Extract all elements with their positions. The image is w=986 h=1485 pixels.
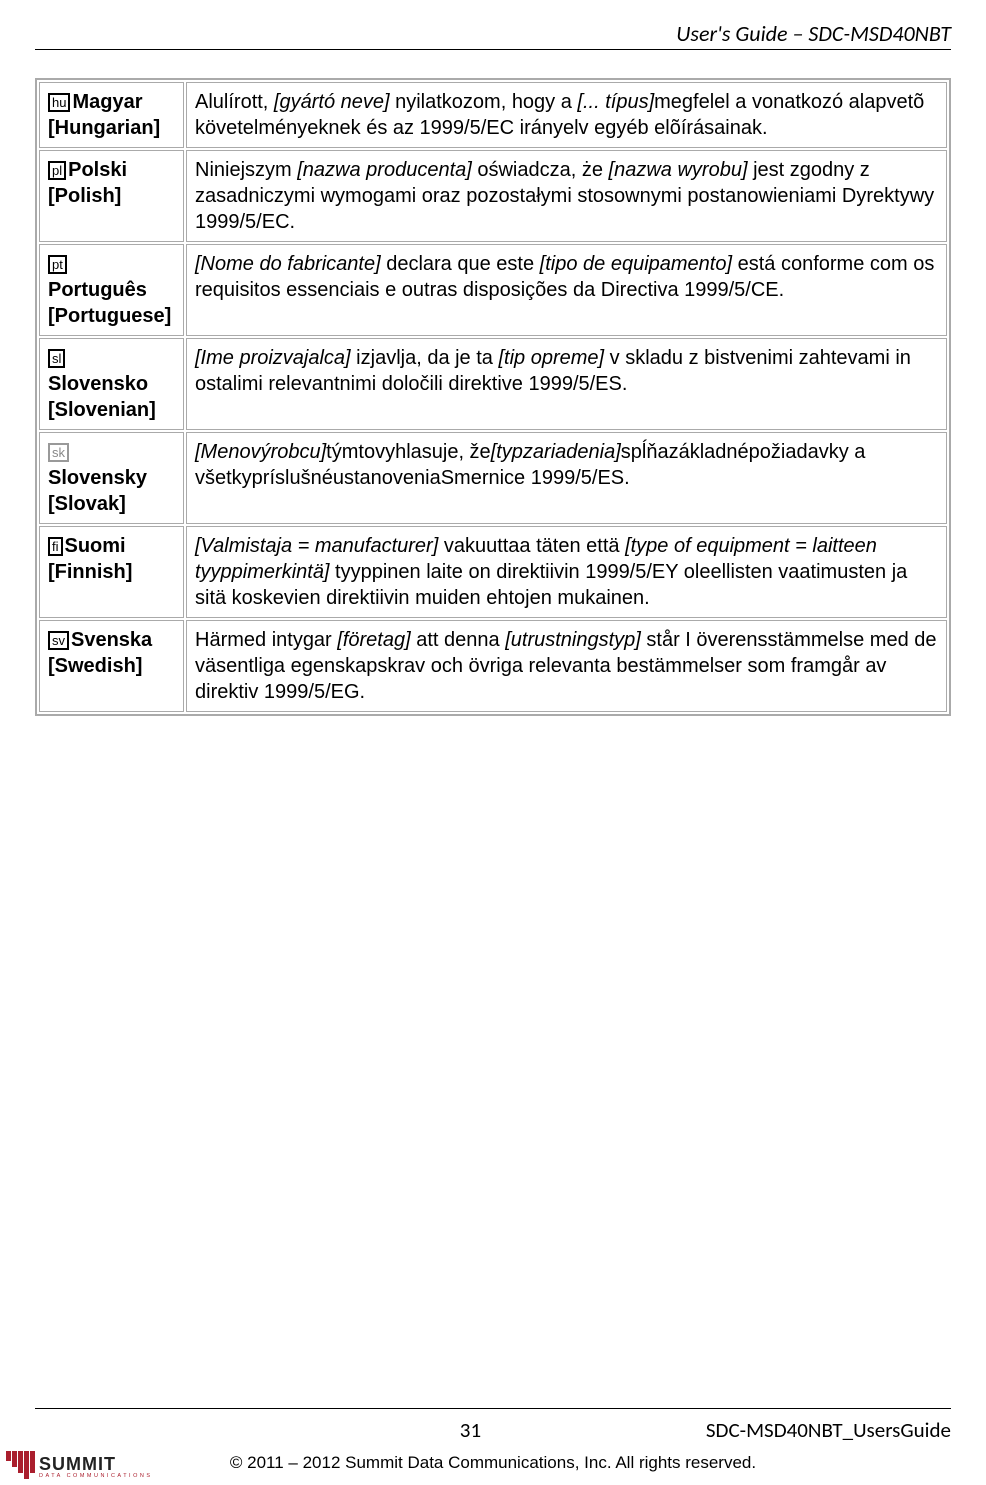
table-row: fiSuomi [Finnish][Valmistaja = manufactu… [39,526,947,618]
decl-text: Härmed intygar [195,629,337,651]
decl-text: att denna [411,629,506,651]
logo-small: DATA COMMUNICATIONS [39,1474,153,1480]
language-cell: sk Slovensky [Slovak] [39,432,184,524]
footer-rule [35,1408,951,1409]
language-cell: sl Slovensko [Slovenian] [39,338,184,430]
lang-code-icon: sk [48,443,69,462]
decl-placeholder: [Menovýrobcu] [195,441,326,463]
lang-bracket: [Slovak] [48,493,126,515]
lang-code-icon: sl [48,349,65,368]
lang-code-icon: pt [48,255,67,274]
decl-text: oświadcza, że [472,159,609,181]
table-row: sk Slovensky [Slovak] [Menovýrobcu]týmtovy… [39,432,947,524]
footer-row: 31 SDC-MSD40NBT_UsersGuide [35,1417,951,1443]
decl-text: izjavlja, da je ta [351,347,499,369]
logo-text: SUMMIT DATA COMMUNICATIONS [39,1455,153,1480]
declaration-cell: Alulírott, [gyártó neve] nyilatkozom, ho… [186,82,947,148]
lang-code-icon: pl [48,161,66,180]
table-row: huMagyar [Hungarian]Alulírott, [gyártó n… [39,82,947,148]
decl-text: týmtovyhlasuje, že [326,441,491,463]
decl-placeholder: [... típus] [577,91,654,113]
logo-mark-icon [6,1451,35,1479]
lang-code-icon: hu [48,93,70,112]
lang-name: Suomi [65,535,126,557]
lang-bracket: [Polish] [48,185,121,207]
lang-name: Svenska [71,629,152,651]
declaration-cell: [Valmistaja = manufacturer] vakuuttaa tä… [186,526,947,618]
table-row: svSvenska [Swedish]Härmed intygar [föret… [39,620,947,712]
decl-text: declara que este [381,253,540,275]
lang-bracket: [Hungarian] [48,117,160,139]
declaration-cell: [Nome do fabricante] declara que este [t… [186,244,947,336]
lang-name: Polski [68,159,127,181]
decl-text: vakuuttaa täten että [438,535,625,557]
declaration-cell: [Ime proizvajalca] izjavlja, da je ta [t… [186,338,947,430]
declaration-cell: [Menovýrobcu]týmtovyhlasuje, že[typzaria… [186,432,947,524]
declaration-cell: Niniejszym [nazwa producenta] oświadcza,… [186,150,947,242]
language-cell: fiSuomi [Finnish] [39,526,184,618]
decl-placeholder: [tipo de equipamento] [540,253,732,275]
lang-name: Magyar [72,91,142,113]
table-row: sl Slovensko [Slovenian] [Ime proizvajalca… [39,338,947,430]
decl-placeholder: [utrustningstyp] [505,629,641,651]
decl-text: Alulírott, [195,91,274,113]
decl-placeholder: [tip opreme] [498,347,604,369]
lang-bracket: [Portuguese] [48,305,171,327]
decl-placeholder: [typzariadenia] [491,441,621,463]
declaration-cell: Härmed intygar [företag] att denna [utru… [186,620,947,712]
copyright: © 2011 – 2012 Summit Data Communications… [35,1453,951,1473]
lang-bracket: [Finnish] [48,561,132,583]
table-row: pt Português [Portuguese] [Nome do fabrica… [39,244,947,336]
decl-placeholder: [företag] [337,629,410,651]
lang-name: Slovensky [48,467,147,489]
language-cell: plPolski [Polish] [39,150,184,242]
language-table: huMagyar [Hungarian]Alulírott, [gyártó n… [35,78,951,716]
decl-text: nyilatkozom, hogy a [390,91,578,113]
lang-code-icon: fi [48,537,63,556]
decl-text: Niniejszym [195,159,297,181]
logo-big: SUMMIT [39,1455,153,1473]
decl-placeholder: [Nome do fabricante] [195,253,381,275]
decl-placeholder: [gyártó neve] [274,91,390,113]
page-header: User's Guide – SDC-MSD40NBT [35,20,951,50]
lang-name: Português [48,279,147,301]
language-cell: huMagyar [Hungarian] [39,82,184,148]
decl-placeholder: [Ime proizvajalca] [195,347,351,369]
page: User's Guide – SDC-MSD40NBT huMagyar [Hu… [0,0,986,1485]
language-cell: pt Português [Portuguese] [39,244,184,336]
table-row: plPolski [Polish]Niniejszym [nazwa produ… [39,150,947,242]
decl-placeholder: [Valmistaja = manufacturer] [195,535,438,557]
lang-bracket: [Slovenian] [48,399,156,421]
doc-id: SDC-MSD40NBT_UsersGuide [706,1417,951,1443]
lang-code-icon: sv [48,631,69,650]
page-footer: 31 SDC-MSD40NBT_UsersGuide © 2011 – 2012… [35,1408,951,1473]
decl-placeholder: [nazwa producenta] [297,159,472,181]
decl-placeholder: [nazwa wyrobu] [609,159,748,181]
page-number: 31 [460,1417,481,1443]
lang-name: Slovensko [48,373,148,395]
summit-logo: SUMMIT DATA COMMUNICATIONS [6,1451,153,1479]
language-cell: svSvenska [Swedish] [39,620,184,712]
lang-bracket: [Swedish] [48,655,142,677]
